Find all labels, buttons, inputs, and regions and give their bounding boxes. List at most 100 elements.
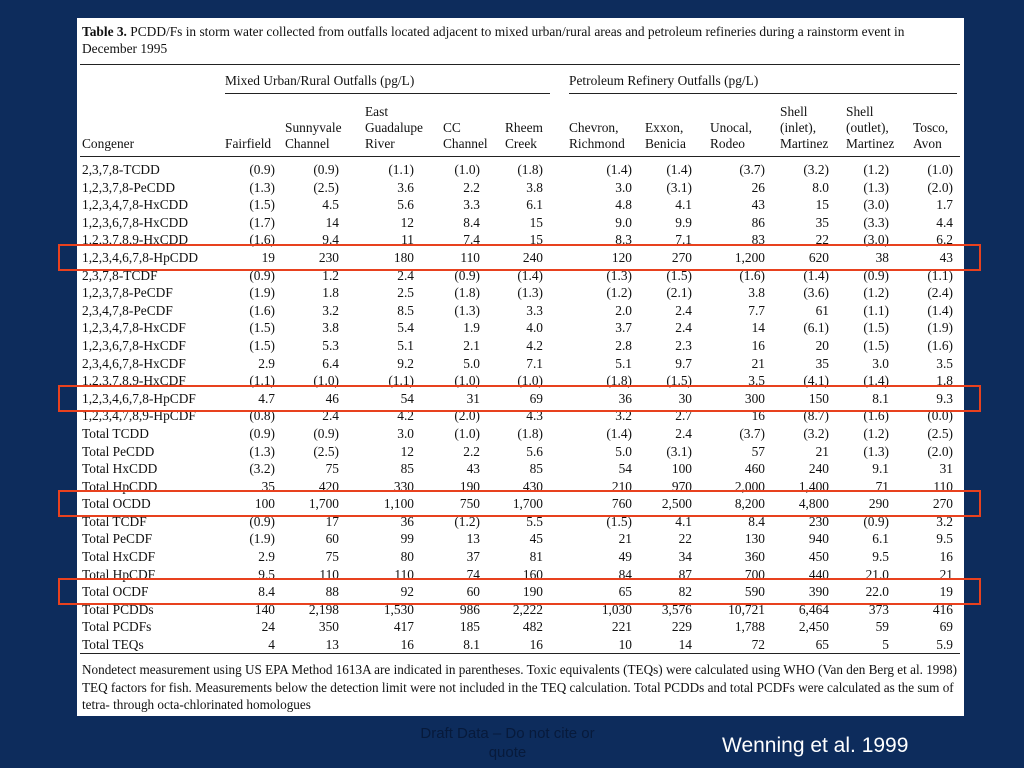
table-cell: 21 — [751, 355, 765, 371]
table-cell: (2.0) — [927, 443, 953, 459]
table-cell: (1.2) — [863, 162, 889, 177]
table-row: Total OCDF 8.4 88 92 60 190 65 82 590 390 22.0 19 — [77, 583, 964, 601]
table-cell: 2.4 — [322, 408, 339, 424]
table-cell: 110 — [933, 478, 953, 494]
table-cell: 4.3 — [526, 408, 543, 424]
table-cell: 390 — [808, 584, 829, 600]
table-row: 2,3,4,6,7,8-HxCDF 2.9 6.4 9.2 5.0 7.1 5.1 9.7 21… — [77, 355, 964, 373]
table-cell: 970 — [671, 478, 692, 494]
table-cell: 8.3 — [615, 232, 632, 248]
column-header-0: Congener — [82, 136, 135, 151]
table-cell: (1.5) — [863, 337, 889, 353]
table-cell: (1.8) — [517, 162, 543, 177]
congener-name: Total PeCDF — [82, 531, 153, 547]
table-cell: 86 — [751, 214, 765, 230]
table-cell: 3.5 — [936, 355, 953, 371]
table-cell: 92 — [400, 584, 414, 600]
table-cell: (2.0) — [454, 408, 480, 424]
table-cell: (1.8) — [517, 425, 543, 441]
group-header-mixed: Mixed Urban/Rural Outfalls (pg/L) — [225, 73, 415, 88]
table-cell: 4.1 — [675, 197, 692, 213]
table-cell: 16 — [939, 549, 953, 565]
table-cell: 2.4 — [397, 267, 414, 283]
table-cell: 75 — [325, 461, 339, 477]
table-cell: (1.5) — [249, 337, 275, 353]
table-cell: 43 — [466, 461, 480, 477]
congener-name: 2,3,7,8-TCDF — [82, 267, 158, 283]
table-cell: 14 — [325, 214, 339, 230]
group-rule-mixed — [225, 93, 550, 94]
table-cell: 8.0 — [812, 179, 829, 195]
row-highlight-box — [58, 578, 981, 606]
table-cell: 9.0 — [615, 214, 632, 230]
table-cell: (1.2) — [454, 513, 480, 529]
table-cell: 6.1 — [872, 531, 889, 547]
table-cell: (8.7) — [803, 408, 829, 424]
table-cell: (3.2) — [249, 461, 275, 477]
congener-name: 1,2,3,4,7,8-HxCDF — [82, 320, 186, 336]
congener-name: Total HxCDD — [82, 461, 158, 477]
table-cell: 21.0 — [865, 566, 889, 582]
table-cell: (1.0) — [313, 373, 339, 389]
table-cell: 270 — [932, 496, 953, 512]
table-row: 1,2,3,4,7,8-HxCDF (1.5) 3.8 5.4 1.9 4.0 3.7 2.4… — [77, 319, 964, 337]
table-cell: (1.5) — [666, 267, 692, 283]
table-cell: 8,200 — [734, 496, 765, 512]
table-cell: 185 — [459, 619, 480, 635]
table-cell: (1.4) — [606, 162, 632, 177]
table-cell: 110 — [394, 566, 414, 582]
congener-name: 1,2,3,4,7,8-HxCDD — [82, 197, 189, 213]
table-cell: 290 — [868, 496, 889, 512]
table-cell: 229 — [671, 619, 692, 635]
table-cell: (1.3) — [454, 302, 480, 318]
table-row: 1,2,3,7,8-PeCDD (1.3) (2.5) 3.6 2.2 3.8 3.0 (3.… — [77, 179, 964, 197]
table-cell: 210 — [611, 478, 632, 494]
table-cell: 2,000 — [734, 478, 765, 494]
table-cell: (0.9) — [313, 425, 339, 441]
column-header-3: East Guadalupe River — [365, 104, 424, 151]
congener-name: Total OCDD — [82, 496, 151, 512]
table-cell: 34 — [678, 549, 692, 565]
table-cell: (1.2) — [606, 285, 632, 301]
table-row: Total PeCDF (1.9) 60 99 13 45 21 22 130 940 6.1 9.5 — [77, 530, 964, 548]
table-cell: (1.1) — [927, 267, 953, 283]
table-cell: (1.4) — [606, 425, 632, 441]
table-cell: (0.9) — [249, 162, 275, 177]
table-cell: (3.7) — [739, 425, 765, 441]
table-cell: 160 — [522, 566, 543, 582]
row-highlight-box — [58, 244, 981, 271]
table-cell: 46 — [325, 390, 339, 406]
table-cell: 100 — [671, 461, 692, 477]
table-cell: 4.2 — [397, 408, 414, 424]
table-cell: 3.8 — [322, 320, 339, 336]
table-cell: 6.1 — [526, 197, 543, 213]
table-cell: (3.7) — [739, 162, 765, 177]
table-row: 1,2,3,4,7,8,9-HpCDF (0.8) 2.4 4.2 (2.0) 4.3 3.… — [77, 407, 964, 425]
table-cell: 373 — [868, 601, 889, 617]
table-cell: 8.4 — [463, 214, 480, 230]
table-cell: 15 — [529, 214, 543, 230]
table-cell: (1.9) — [927, 320, 953, 336]
table-cell: 71 — [875, 478, 889, 494]
table-cell: 221 — [611, 619, 632, 635]
table-cell: 240 — [808, 461, 829, 477]
congener-name: Total TEQs — [82, 637, 144, 653]
table-cell: 590 — [744, 584, 765, 600]
table-cell: 2.7 — [675, 408, 692, 424]
table-cell: 14 — [678, 637, 692, 653]
table-cell: 4.0 — [526, 320, 543, 336]
table-cell: 940 — [808, 531, 829, 547]
table-cell: (0.9) — [313, 162, 339, 177]
table-cell: 417 — [393, 619, 414, 635]
table-cell: 130 — [744, 531, 765, 547]
table-cell: (0.9) — [249, 513, 275, 529]
table-row: 1,2,3,7,8,9-HxCDD (1.6) 9.4 11 7.4 15 8.3 7.1 83… — [77, 231, 964, 249]
table-cell: 5.0 — [615, 443, 632, 459]
table-cell: 2.0 — [615, 302, 632, 318]
table-cell: 4.1 — [675, 513, 692, 529]
table-cell: (1.1) — [249, 373, 275, 389]
table-cell: 20 — [815, 337, 829, 353]
table-cell: 10,721 — [728, 601, 765, 617]
table-cell: 9.3 — [936, 390, 953, 406]
table-cell: 3.8 — [748, 285, 765, 301]
